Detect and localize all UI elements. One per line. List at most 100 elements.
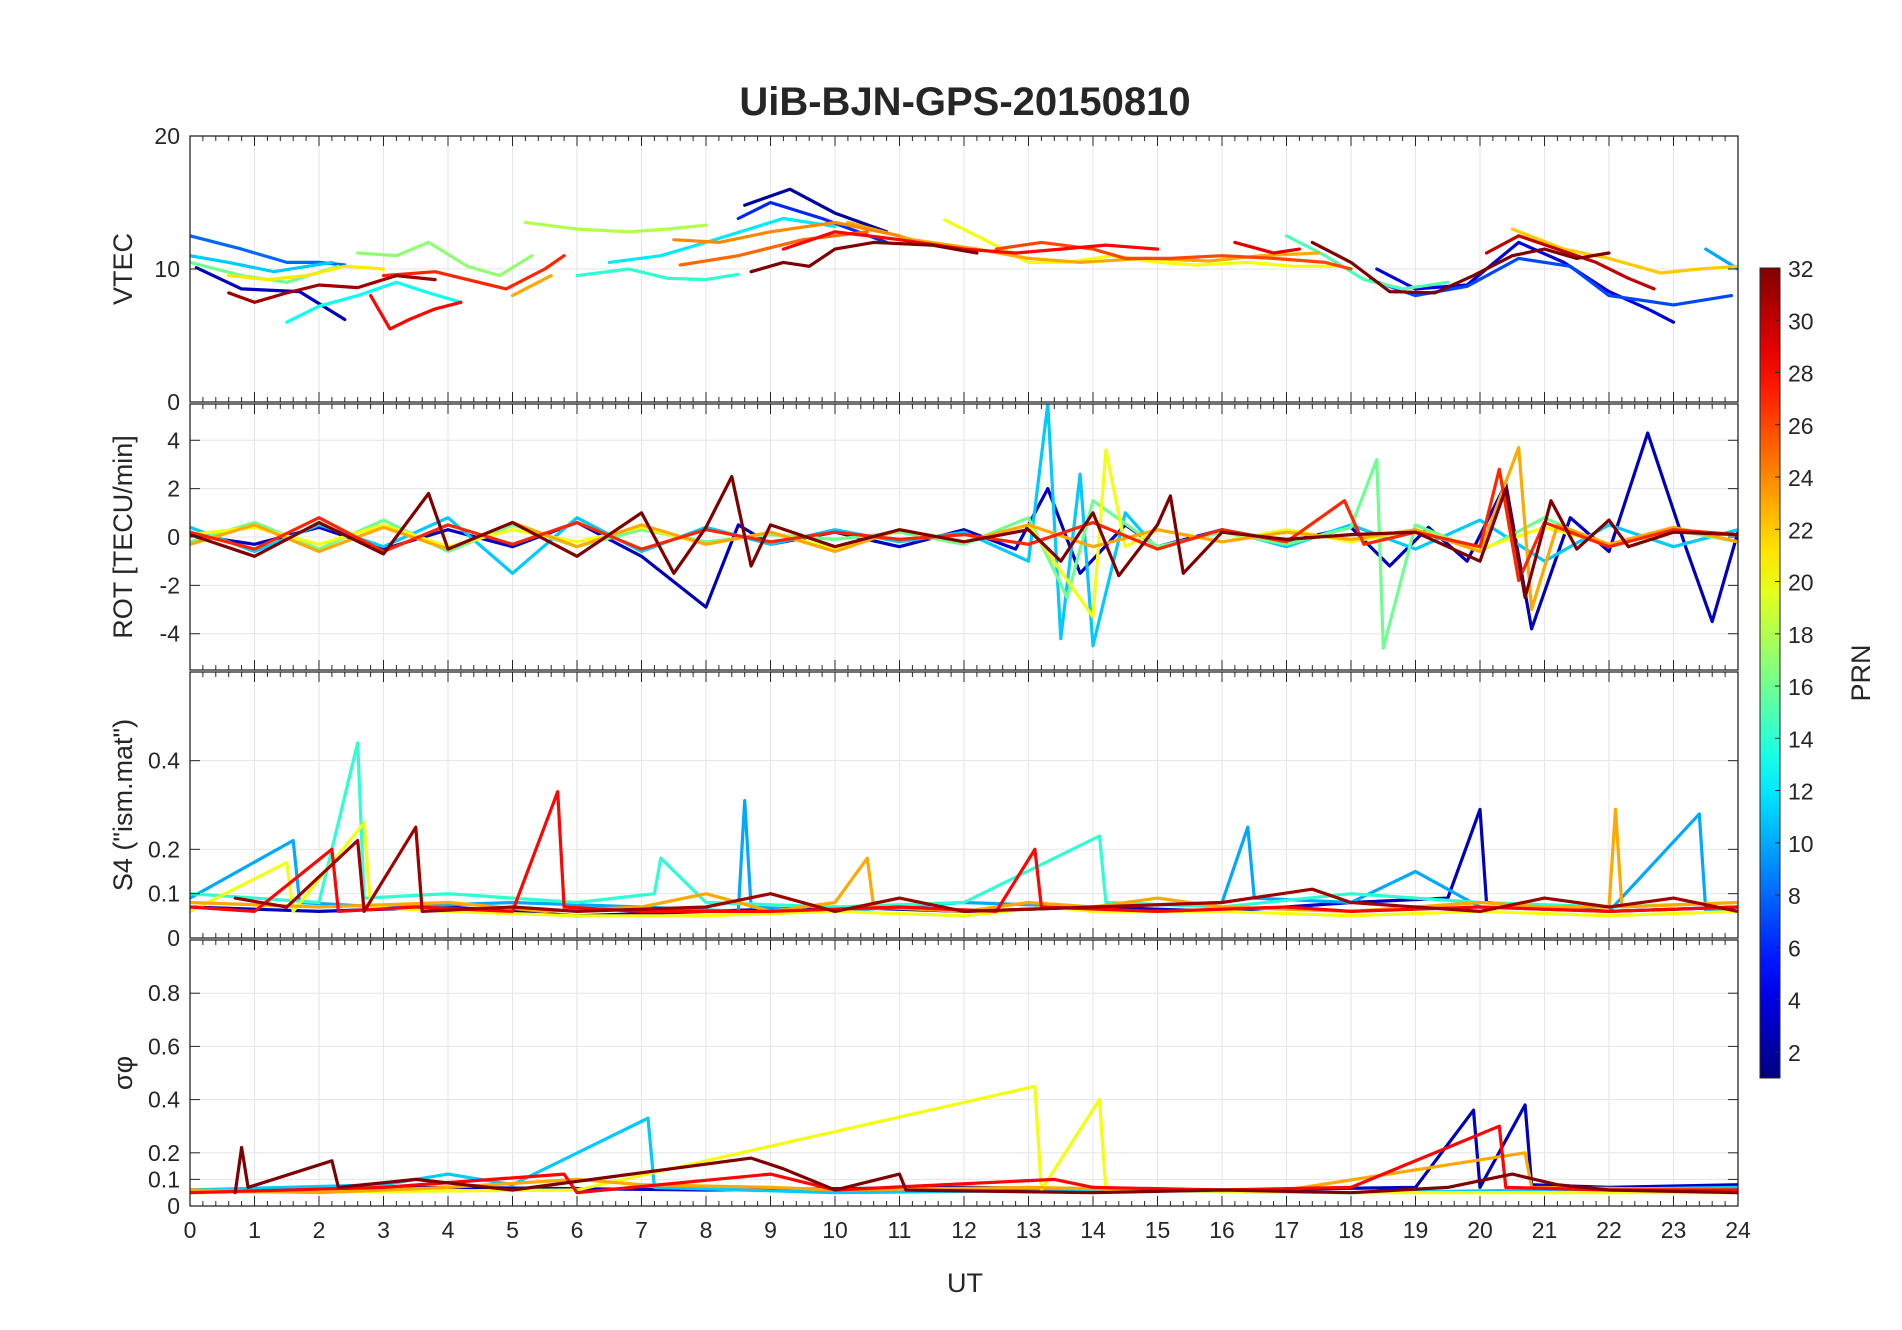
x-tick-label: 14 [1080, 1217, 1106, 1243]
x-tick-label: 7 [635, 1217, 648, 1243]
colorbar-tick-label: 28 [1788, 361, 1814, 387]
x-tick-label: 18 [1338, 1217, 1364, 1243]
series-prn-31 [227, 274, 437, 304]
series-group [190, 741, 1738, 918]
x-axis-label: UT [947, 1268, 983, 1298]
y-tick-label: 0 [167, 925, 180, 951]
panel-1: 0 10 20 VTEC [108, 123, 1739, 415]
series-prn-7 [1368, 256, 1734, 307]
series-prn-21 [227, 264, 386, 282]
series-prn-14 [190, 741, 1738, 909]
x-tick-label: 4 [442, 1217, 455, 1243]
series-prn-27 [381, 254, 566, 291]
series-prn-25 [678, 230, 869, 267]
series-prn-13 [285, 280, 463, 324]
x-tick-label: 21 [1532, 1217, 1558, 1243]
x-tick-label: 0 [184, 1217, 197, 1243]
x-tick-label: 24 [1725, 1217, 1751, 1243]
x-tick-label: 16 [1209, 1217, 1235, 1243]
colorbar-tick-label: 16 [1788, 674, 1814, 700]
x-tick-label: 17 [1274, 1217, 1300, 1243]
series-prn-28 [781, 230, 1160, 255]
x-tick-label: 5 [506, 1217, 519, 1243]
x-tick-label: 1 [248, 1217, 261, 1243]
y-axis-label: S4 ("ism.mat") [108, 719, 138, 891]
series-prn-28 [369, 294, 463, 331]
x-tick-label: 22 [1596, 1217, 1622, 1243]
colorbar-tick-label: 4 [1788, 988, 1801, 1014]
series-prn-30 [1484, 234, 1656, 291]
y-axis-label: σφ [108, 1056, 138, 1090]
y-tick-label: 0.1 [148, 1166, 180, 1192]
x-tick-label: 19 [1403, 1217, 1429, 1243]
colorbar-tick-label: 8 [1788, 883, 1801, 909]
series-prn-28 [190, 790, 1738, 913]
series-prn-29 [1233, 240, 1301, 255]
colorbar-tick-label: 2 [1788, 1040, 1801, 1066]
x-tick-label: 11 [888, 1217, 912, 1243]
y-tick-label: 0.4 [148, 1087, 180, 1113]
x-tick-label: 3 [377, 1217, 390, 1243]
x-tick-label: 13 [1016, 1217, 1042, 1243]
series-prn-24 [672, 220, 902, 244]
colorbar-tick-label: 14 [1788, 726, 1814, 752]
series-prn-32 [233, 1145, 1738, 1195]
y-tick-label: 0.4 [148, 748, 180, 774]
colorbar-label: PRN [1846, 644, 1876, 701]
y-tick-label: 0.1 [148, 881, 180, 907]
y-tick-label: 10 [154, 256, 180, 282]
x-tick-label: 2 [313, 1217, 326, 1243]
chart-title: UiB-BJN-GPS-20150810 [739, 80, 1190, 124]
series-prn-32 [749, 240, 979, 274]
y-tick-label: 0 [167, 1193, 180, 1219]
y-tick-label: 0.8 [148, 980, 180, 1006]
y-tick-label: -2 [160, 572, 180, 598]
series-prn-11 [190, 254, 334, 274]
x-tick-label: 20 [1467, 1217, 1493, 1243]
colorbar-tick-label: 32 [1788, 256, 1814, 282]
series-prn-32 [1310, 240, 1611, 295]
y-tick-label: 0.6 [148, 1033, 180, 1059]
series-prn-22 [1510, 227, 1738, 275]
x-tick-label: 23 [1661, 1217, 1687, 1243]
series-prn-23 [510, 274, 553, 298]
x-tick-label: 10 [822, 1217, 848, 1243]
y-tick-label: 0.2 [148, 1140, 180, 1166]
series-prn-32 [190, 474, 1738, 600]
series-group [190, 404, 1738, 650]
series-group [190, 187, 1738, 331]
series-prn-26 [994, 240, 1353, 271]
colorbar-tick-label: 26 [1788, 413, 1814, 439]
colorbar-tick-label: 12 [1788, 779, 1814, 805]
y-axis-label: VTEC [108, 233, 138, 305]
x-tick-label: 12 [951, 1217, 977, 1243]
series-prn-17 [356, 240, 534, 278]
x-tick-label: 9 [764, 1217, 777, 1243]
series-prn-18 [523, 220, 708, 234]
y-tick-label: 0 [167, 524, 180, 550]
series-prn-15 [1284, 234, 1450, 291]
panel-2: -4 -2 0 2 4 ROT [TECU/min] [108, 403, 1739, 671]
y-axis-label: ROT [TECU/min] [108, 435, 138, 639]
series-prn-14 [575, 267, 740, 282]
series-prn-3 [194, 266, 347, 322]
y-tick-label: 20 [154, 123, 180, 149]
series-prn-4 [1375, 240, 1676, 324]
y-tick-label: 0.2 [148, 836, 180, 862]
colorbar-tick-label: 18 [1788, 622, 1814, 648]
y-tick-label: 4 [167, 427, 180, 453]
y-tick-label: -4 [160, 621, 181, 647]
colorbar-tick-label: 30 [1788, 308, 1814, 334]
series-prn-2 [743, 187, 889, 234]
y-tick-label: 0 [167, 389, 180, 415]
x-tick-label: 15 [1145, 1217, 1171, 1243]
y-tick-label: 2 [167, 476, 180, 502]
series-prn-11 [190, 404, 1738, 648]
series-prn-6 [736, 200, 889, 244]
colorbar-tick-label: 22 [1788, 517, 1814, 543]
colorbar-tick-label: 6 [1788, 935, 1801, 961]
